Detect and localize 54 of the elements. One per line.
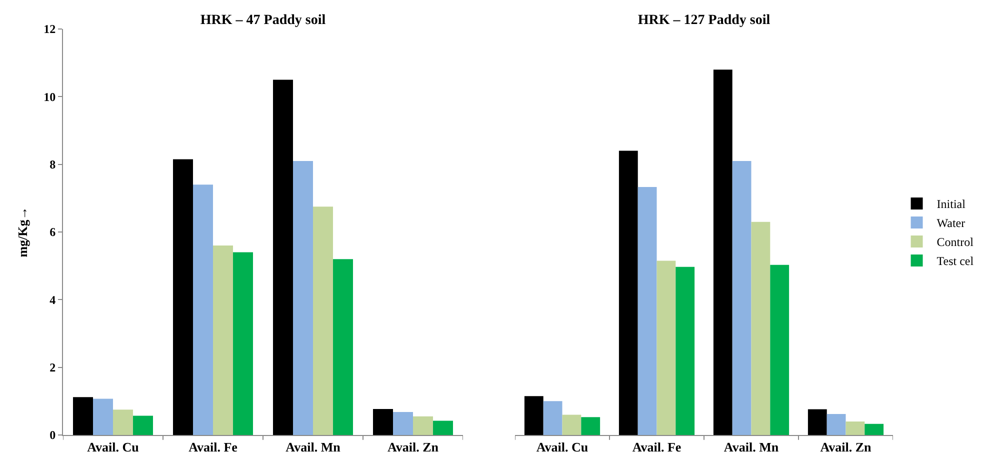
x-tick-label: Avail. Cu bbox=[87, 440, 139, 455]
bar bbox=[193, 184, 213, 435]
bar bbox=[433, 420, 453, 435]
x-tick-label: Avail. Zn bbox=[820, 440, 872, 455]
y-tick-label: 12 bbox=[44, 22, 56, 36]
bar bbox=[713, 70, 732, 435]
bar bbox=[638, 187, 657, 435]
bar bbox=[581, 417, 600, 435]
bar bbox=[313, 206, 333, 435]
bar bbox=[113, 410, 133, 435]
y-tick-label: 6 bbox=[50, 225, 56, 240]
y-tick-label: 8 bbox=[50, 158, 56, 172]
bar bbox=[864, 424, 884, 435]
bar bbox=[333, 259, 353, 435]
x-tick-label: Avail. Fe bbox=[632, 440, 682, 455]
bar bbox=[524, 396, 544, 435]
bar bbox=[273, 80, 293, 435]
legend-label: Initial bbox=[936, 197, 966, 212]
bar bbox=[213, 246, 233, 435]
bar bbox=[676, 266, 695, 435]
legend-label: Test cel bbox=[936, 254, 974, 268]
bar bbox=[93, 398, 113, 435]
bar bbox=[73, 397, 93, 435]
bar bbox=[732, 160, 752, 435]
legend-label: Water bbox=[936, 216, 966, 230]
bar bbox=[846, 421, 865, 435]
x-tick-label: Avail. Cu bbox=[536, 440, 588, 455]
bar bbox=[826, 414, 846, 435]
bar bbox=[562, 414, 582, 435]
y-tick-label: 10 bbox=[44, 90, 56, 104]
x-tick-label: Avail. Mn bbox=[286, 440, 342, 455]
y-axis-title: mg/Kg→ bbox=[15, 206, 30, 258]
bar bbox=[808, 409, 827, 435]
bar bbox=[770, 264, 790, 435]
legend-label: Control bbox=[936, 235, 974, 250]
bar bbox=[618, 150, 638, 435]
bar bbox=[133, 416, 153, 435]
x-tick-label: Avail. Fe bbox=[188, 440, 238, 455]
x-tick-label: Avail. Mn bbox=[724, 440, 780, 455]
bar bbox=[173, 159, 193, 435]
x-tick-label: Avail. Zn bbox=[387, 440, 440, 455]
y-tick-label: 4 bbox=[50, 292, 56, 307]
bar bbox=[751, 222, 770, 435]
bar bbox=[233, 252, 253, 435]
bar bbox=[543, 401, 562, 435]
y-tick-label: 0 bbox=[50, 428, 56, 442]
chart-title: HRK – 47 Paddy soil bbox=[200, 12, 326, 28]
bar bbox=[413, 416, 433, 435]
bar bbox=[393, 412, 413, 435]
chart-title: HRK – 127 Paddy soil bbox=[638, 12, 770, 28]
y-tick-label: 2 bbox=[50, 360, 56, 375]
bar bbox=[656, 260, 676, 435]
bar bbox=[293, 160, 313, 435]
bar bbox=[373, 408, 393, 435]
